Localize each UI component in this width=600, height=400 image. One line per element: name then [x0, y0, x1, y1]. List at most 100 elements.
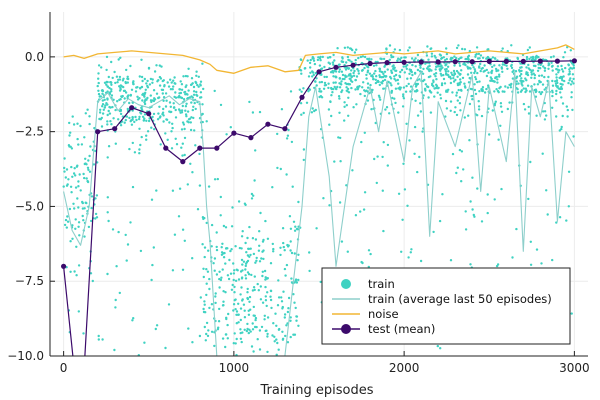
train-point — [527, 63, 530, 67]
train-point — [345, 86, 348, 89]
train-point — [466, 73, 470, 76]
train-point — [225, 317, 228, 321]
train-point — [338, 111, 341, 115]
train-point — [118, 75, 122, 79]
train-point — [199, 296, 202, 299]
train-point — [460, 69, 463, 72]
train-point — [421, 72, 425, 76]
train-point — [81, 207, 85, 210]
train-point — [106, 196, 110, 199]
train-point — [252, 252, 256, 256]
train-point — [171, 269, 175, 272]
train-point — [382, 229, 385, 233]
train-point — [221, 268, 224, 271]
train-point — [562, 56, 565, 59]
train-point — [162, 107, 165, 111]
train-point — [136, 95, 139, 99]
train-point — [88, 115, 91, 118]
train-point — [407, 256, 410, 259]
train-point — [424, 89, 427, 92]
train-point — [284, 274, 287, 277]
train-point — [410, 70, 413, 74]
train-point — [399, 86, 402, 89]
train-point — [126, 243, 130, 246]
train-point — [430, 91, 433, 94]
train-point — [452, 74, 455, 77]
train-point — [116, 81, 119, 84]
train-point — [354, 214, 358, 217]
train-point — [411, 63, 414, 67]
train-point — [173, 76, 176, 79]
train-point — [286, 310, 290, 314]
train-point — [518, 69, 521, 72]
train-point — [439, 93, 442, 97]
train-point — [166, 81, 169, 84]
train-point — [319, 59, 322, 62]
train-point — [401, 218, 404, 221]
train-point — [491, 65, 494, 69]
train-point — [458, 96, 462, 99]
train-point — [119, 109, 122, 113]
train-point — [296, 228, 300, 231]
train-point — [76, 122, 79, 125]
train-point — [233, 285, 236, 289]
train-point — [170, 110, 173, 114]
train-point — [493, 80, 496, 83]
train-point — [289, 316, 292, 319]
train-point — [340, 80, 343, 83]
train-point — [67, 178, 70, 181]
train-point — [110, 123, 113, 126]
train-point — [406, 63, 409, 67]
train-point — [561, 114, 564, 118]
train-point — [473, 68, 476, 71]
train-point — [433, 95, 436, 98]
test-mean-point — [401, 59, 407, 65]
train-point — [472, 213, 475, 217]
train-point — [152, 112, 156, 116]
train-point — [264, 299, 268, 302]
train-point — [497, 69, 500, 72]
train-point — [333, 160, 336, 163]
train-point — [413, 59, 416, 62]
train-point — [261, 270, 264, 273]
train-point — [392, 68, 395, 71]
train-point — [167, 303, 171, 306]
train-point — [223, 251, 226, 255]
train-point — [365, 77, 368, 80]
train-point — [143, 117, 146, 120]
train-point — [555, 89, 558, 93]
train-point — [323, 81, 327, 85]
train-point — [257, 249, 261, 252]
train-point — [235, 310, 239, 313]
train-point — [477, 105, 481, 108]
train-point — [164, 346, 167, 350]
train-point — [261, 301, 265, 304]
train-point — [473, 83, 476, 86]
train-point — [220, 276, 223, 279]
train-point — [355, 48, 358, 51]
train-point — [499, 124, 502, 128]
train-point — [332, 53, 335, 57]
train-point — [101, 105, 104, 108]
train-point — [560, 125, 563, 129]
train-point — [449, 81, 453, 85]
train-point — [534, 90, 537, 94]
train-point — [180, 83, 184, 86]
train-point — [252, 314, 255, 317]
train-point — [525, 71, 528, 74]
train-point — [531, 69, 535, 72]
train-point — [277, 279, 280, 282]
train-point — [397, 82, 400, 85]
train-point — [139, 86, 142, 90]
train-point — [289, 227, 293, 230]
train-point — [355, 103, 358, 106]
train-point — [547, 63, 550, 67]
train-point — [571, 73, 575, 76]
train-point — [118, 89, 122, 92]
train-point — [129, 93, 132, 97]
test-mean-point — [299, 94, 305, 100]
train-point — [402, 93, 405, 96]
train-point — [106, 156, 109, 159]
train-point — [214, 292, 217, 295]
train-point — [129, 64, 132, 68]
